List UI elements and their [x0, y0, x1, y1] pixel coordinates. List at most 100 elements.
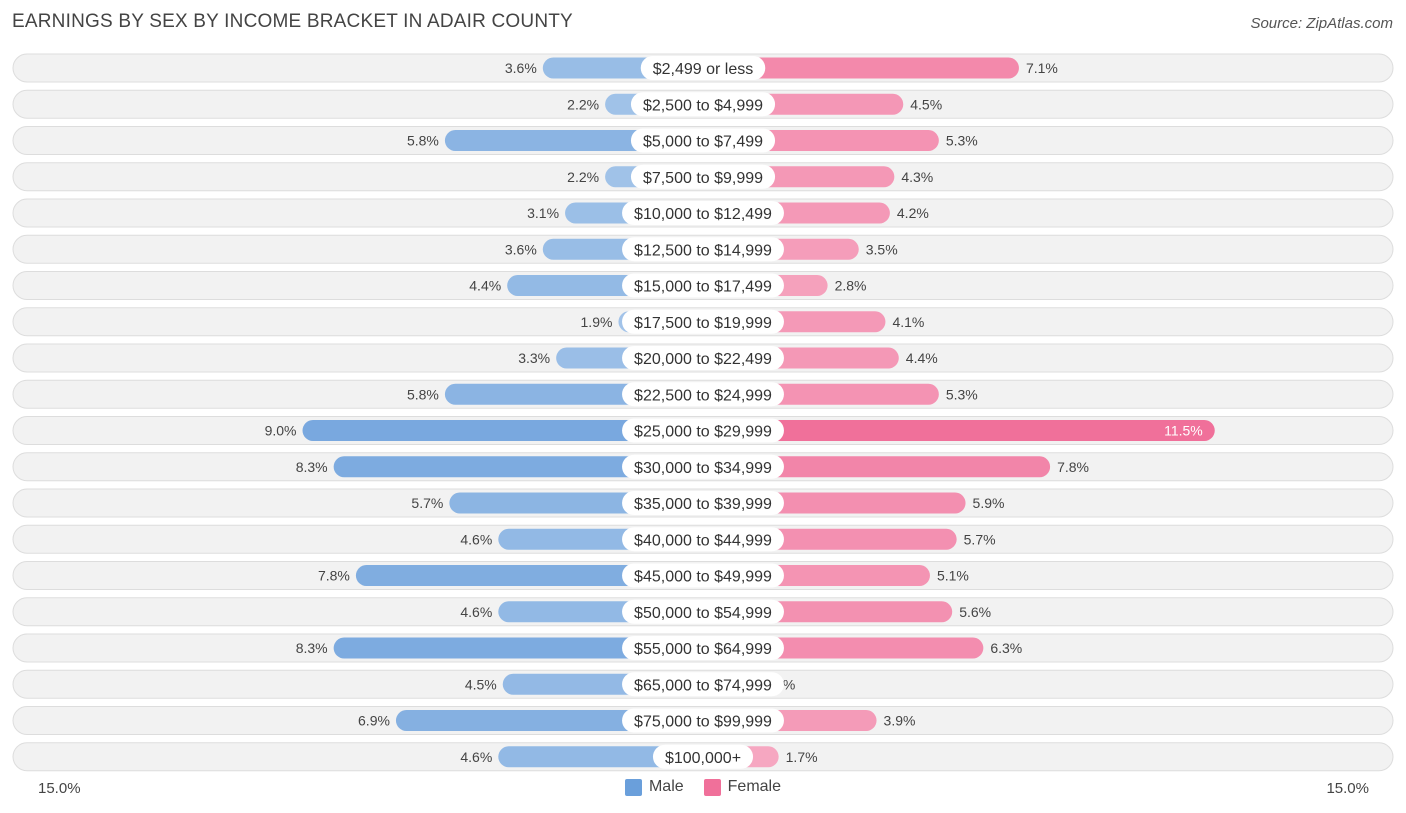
category-label: $2,499 or less [653, 61, 754, 78]
male-bar [333, 637, 703, 659]
male-value-label: 8.3% [296, 459, 328, 475]
category-label: $22,500 to $24,999 [634, 387, 772, 404]
female-value-label: 1.7% [786, 749, 818, 765]
male-value-label: 4.6% [460, 749, 492, 765]
source-credit: Source: ZipAtlas.com [1250, 15, 1393, 32]
category-label: $10,000 to $12,499 [634, 206, 772, 223]
category-pill [630, 92, 776, 117]
female-value-label: 7.1% [1026, 60, 1058, 76]
table-row: 2.2% 4.3% $7,500 to $9,999 [12, 162, 1394, 192]
female-value-label: 3.9% [884, 713, 916, 729]
table-row: 8.3% 6.3% $55,000 to $64,999 [12, 633, 1394, 663]
category-pill [622, 563, 784, 588]
female-bar [703, 57, 1019, 79]
category-label: $20,000 to $22,499 [634, 351, 772, 368]
category-label: $55,000 to $64,999 [634, 641, 772, 658]
table-row: 4.6% 5.7% $40,000 to $44,999 [12, 524, 1394, 554]
female-value-label: 7.8% [1057, 459, 1089, 475]
female-value-label: 4.1% [892, 314, 924, 330]
category-label: $7,500 to $9,999 [643, 170, 763, 187]
legend-item-male[interactable]: Male [624, 778, 684, 796]
axis-right-label: 15.0% [1326, 780, 1369, 797]
male-value-label: 3.1% [527, 205, 559, 221]
category-pill [640, 56, 766, 80]
male-value-label: 3.6% [505, 241, 537, 257]
category-label: $15,000 to $17,499 [634, 279, 772, 296]
category-label: $30,000 to $34,999 [634, 460, 772, 477]
category-pill [652, 744, 754, 769]
male-value-label: 4.6% [460, 604, 492, 620]
chart-title: EARNINGS BY SEX BY INCOME BRACKET IN ADA… [12, 11, 573, 32]
female-value-label: 4.3% [901, 169, 933, 185]
category-pill [622, 708, 784, 733]
category-pill [622, 237, 784, 262]
male-value-label: 4.4% [469, 278, 501, 294]
female-value-label: 5.9% [973, 495, 1005, 511]
table-row: 8.3% 7.8% $30,000 to $34,999 [12, 452, 1394, 482]
category-label: $45,000 to $49,999 [634, 569, 772, 586]
category-pill [622, 672, 784, 697]
category-pill [630, 164, 776, 189]
category-pill [622, 636, 784, 660]
male-value-label: 2.2% [567, 96, 599, 112]
category-pill [622, 309, 784, 334]
male-value-label: 5.7% [411, 495, 443, 511]
male-bar [333, 456, 703, 478]
legend: Male Female [0, 778, 1406, 796]
category-label: $65,000 to $74,999 [634, 677, 772, 694]
table-row: 4.6% 1.7% $100,000+ [12, 742, 1394, 772]
table-row: 1.9% 4.1% $17,500 to $19,999 [12, 307, 1394, 337]
male-value-label: 9.0% [265, 423, 297, 439]
male-bar [302, 420, 703, 441]
female-value-label: 5.7% [964, 531, 996, 547]
category-pill [622, 273, 784, 298]
table-row: 5.8% 5.3% $22,500 to $24,999 [12, 379, 1394, 409]
male-value-label: 8.3% [296, 640, 328, 656]
female-value-label: 5.3% [946, 386, 978, 402]
female-bar [703, 420, 1215, 441]
table-row: 6.9% 3.9% $75,000 to $99,999 [12, 706, 1394, 735]
female-value-label: 6.3% [990, 640, 1022, 656]
table-row: 3.1% 4.2% $10,000 to $12,499 [12, 198, 1394, 228]
table-row: 4.4% 2.8% $15,000 to $17,499 [12, 271, 1394, 300]
category-pill [622, 418, 784, 443]
female-value-label: 2.8% [835, 278, 867, 294]
male-bar [498, 746, 703, 768]
axis-left-label: 15.0% [38, 780, 81, 797]
table-row: 5.7% 5.9% $35,000 to $39,999 [12, 488, 1394, 518]
male-value-label: 4.5% [465, 676, 497, 692]
category-label: $50,000 to $54,999 [634, 605, 772, 622]
category-label: $25,000 to $29,999 [634, 424, 772, 441]
female-value-label: 4.5% [910, 96, 942, 112]
male-value-label: 6.9% [358, 713, 390, 729]
category-pill [622, 346, 784, 370]
female-value-label: 5.6% [959, 604, 991, 620]
table-row: 3.6% 7.1% $2,499 or less [12, 53, 1394, 83]
table-row: 7.8% 5.1% $45,000 to $49,999 [12, 561, 1394, 590]
male-value-label: 1.9% [581, 314, 613, 330]
table-row: 5.8% 5.3% $5,000 to $7,499 [12, 126, 1394, 155]
category-pill [622, 527, 784, 552]
legend-male-label: Male [648, 778, 684, 795]
category-label: $5,000 to $7,499 [643, 134, 763, 151]
male-value-label: 2.2% [567, 169, 599, 185]
female-bar [703, 456, 1051, 478]
legend-item-female[interactable]: Female [703, 778, 782, 796]
female-value-label: 4.4% [906, 350, 938, 366]
female-value-label: 5.1% [937, 568, 969, 584]
male-value-label: 3.3% [518, 350, 550, 366]
female-value-label: 5.3% [946, 133, 978, 149]
category-pill [622, 599, 784, 624]
table-row: 3.3% 4.4% $20,000 to $22,499 [12, 343, 1394, 373]
male-value-label: 7.8% [318, 568, 350, 584]
male-value-label: 5.8% [407, 133, 439, 149]
table-row: 3.6% 3.5% $12,500 to $14,999 [12, 234, 1394, 264]
category-label: $12,500 to $14,999 [634, 242, 772, 259]
male-value-label: 5.8% [407, 386, 439, 402]
legend-female-label: Female [727, 778, 782, 795]
male-value-label: 4.6% [460, 531, 492, 547]
category-label: $35,000 to $39,999 [634, 496, 772, 513]
female-value-label: 3.5% [866, 241, 898, 257]
table-row: 4.6% 5.6% $50,000 to $54,999 [12, 597, 1394, 627]
